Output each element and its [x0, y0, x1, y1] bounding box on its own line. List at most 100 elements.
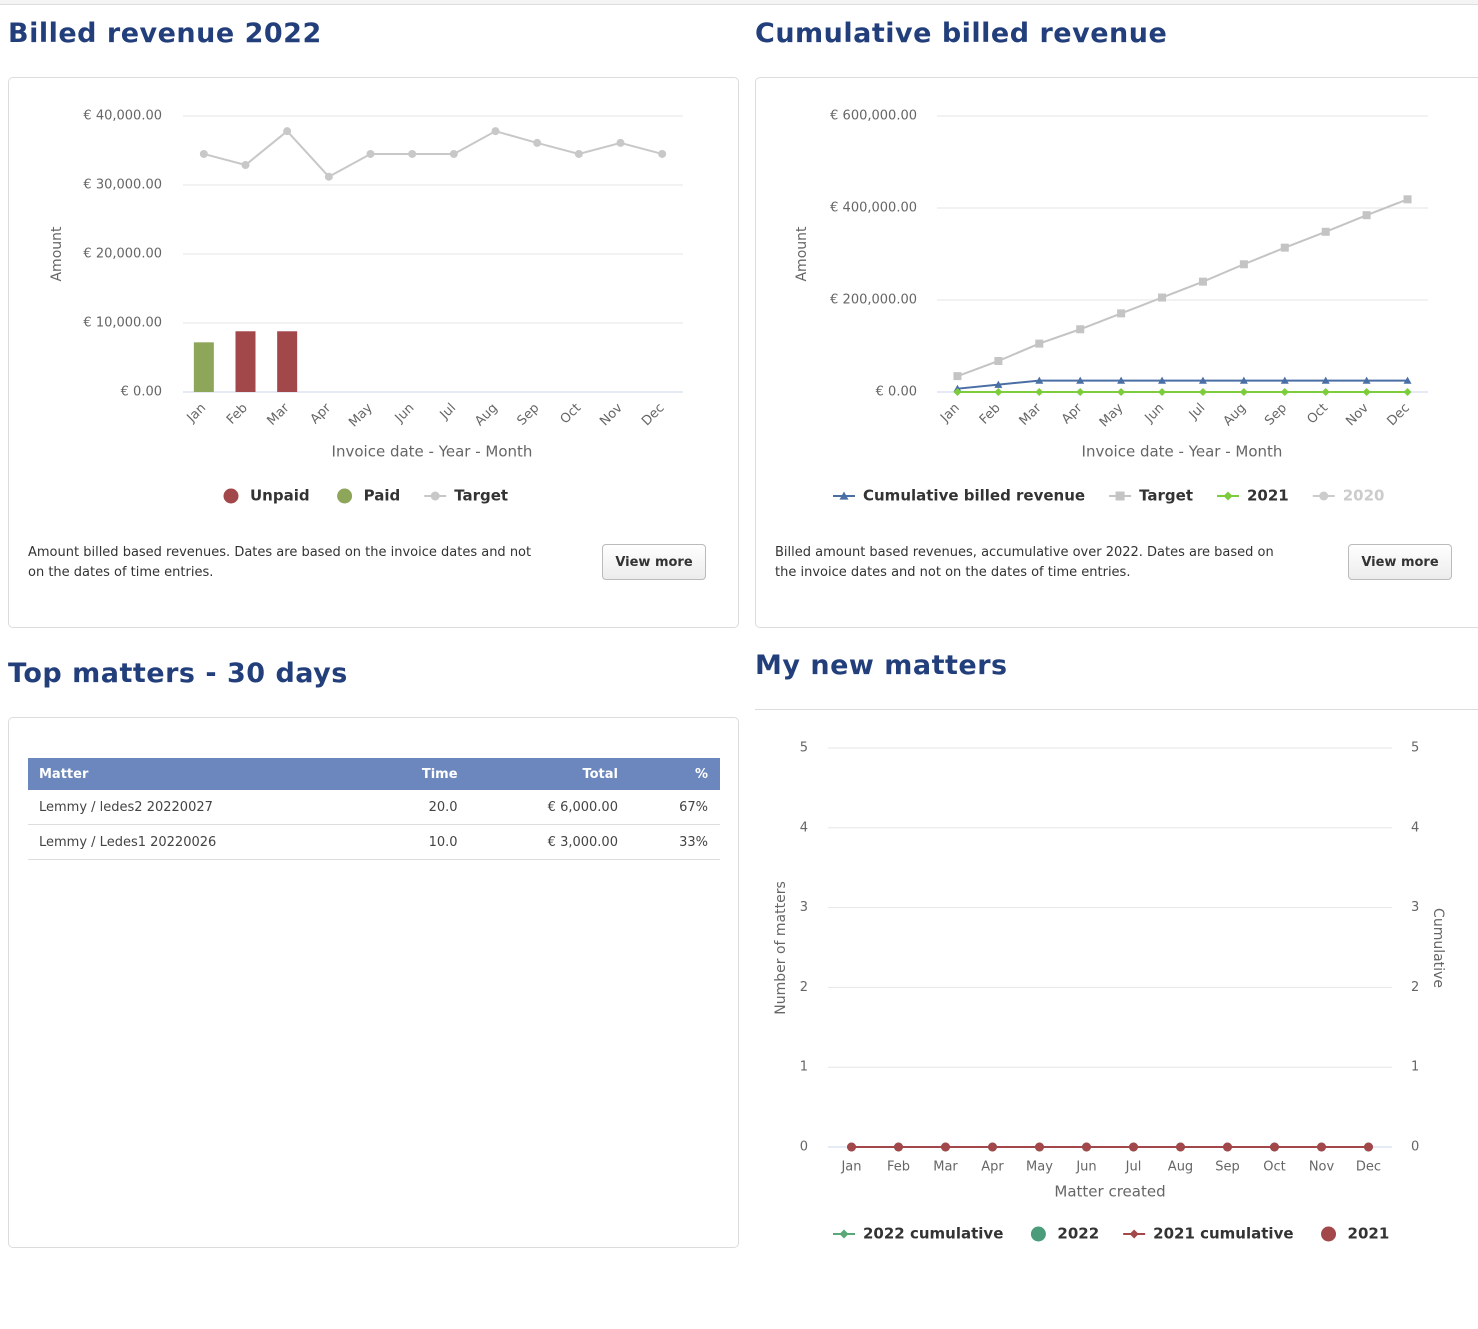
x-tick-label: Jun — [1075, 1160, 1096, 1175]
table-cell: Lemmy / ledes2 20220027 — [28, 790, 368, 825]
x-tick-label: Jan — [840, 1160, 861, 1175]
x-tick-label: Jul — [1125, 1160, 1142, 1175]
point-marker — [1270, 1142, 1279, 1152]
x-tick-label: Nov — [597, 400, 626, 429]
table-row: Lemmy / Ledes1 20220026 10.0 € 3,000.00 33% — [28, 824, 720, 860]
y-tick-label: € 0.00 — [121, 385, 162, 400]
point-marker — [1362, 211, 1371, 220]
y-axis-title: Amount — [794, 226, 810, 282]
legend-label: 2022 — [1057, 1225, 1099, 1243]
x-tick-label: Jul — [1186, 401, 1208, 423]
x-axis-title: Invoice date - Year - Month — [332, 443, 533, 461]
point-marker — [1321, 227, 1330, 236]
bar — [193, 342, 214, 392]
point-marker — [1082, 1142, 1091, 1152]
point-marker — [941, 1142, 950, 1152]
x-tick-label: Nov — [1309, 1160, 1335, 1175]
x-tick-label: May — [1097, 400, 1127, 430]
panel — [8, 717, 739, 1248]
point-marker — [1364, 1142, 1373, 1152]
section-title: Cumulative billed revenue — [755, 18, 1168, 49]
y2-tick-label: 3 — [1411, 900, 1419, 915]
x-tick-label: Jan — [184, 401, 209, 426]
x-tick-label: Sep — [1215, 1160, 1240, 1175]
point-marker — [1198, 277, 1207, 286]
y-tick-label: 2 — [800, 980, 808, 995]
legend-symbol — [1115, 491, 1125, 501]
legend-label: 2021 — [1247, 487, 1289, 505]
x-tick-label: Jun — [392, 401, 418, 427]
x-tick-label: Dec — [639, 401, 667, 429]
point-marker — [366, 149, 375, 158]
x-axis-title: Matter created — [1054, 1183, 1165, 1201]
x-tick-label: Jul — [437, 401, 459, 423]
legend-symbol — [223, 488, 239, 504]
legend-label: Target — [1139, 487, 1193, 505]
x-tick-label: Mar — [1017, 400, 1045, 428]
legend-label: 2021 cumulative — [1153, 1225, 1293, 1243]
legend-label: Cumulative billed revenue — [863, 487, 1085, 505]
y-tick-label: € 20,000.00 — [83, 247, 162, 262]
legend-symbol — [1321, 1226, 1337, 1242]
y2-tick-label: 0 — [1411, 1140, 1419, 1155]
table-cell: 33% — [629, 824, 720, 860]
legend-symbol — [337, 488, 353, 504]
y-tick-label: € 600,000.00 — [830, 109, 917, 124]
column-header: Total — [469, 758, 630, 790]
table-cell: € 3,000.00 — [469, 824, 630, 860]
view-more-button[interactable]: View more — [1348, 544, 1452, 580]
point-marker — [1158, 388, 1167, 396]
top-matters-table: Matter Time Total% Lemmy / ledes2 20220027… — [28, 758, 720, 860]
point-marker — [616, 138, 625, 147]
point-marker — [1403, 388, 1412, 396]
panel — [755, 77, 1478, 628]
point-marker — [994, 356, 1003, 365]
table-cell: 10.0 — [368, 824, 470, 860]
point-marker — [1321, 376, 1330, 384]
point-marker — [847, 1142, 856, 1152]
point-marker — [1035, 376, 1044, 384]
point-marker — [1117, 388, 1126, 396]
table-cell: € 6,000.00 — [469, 790, 630, 825]
legend-symbol — [430, 491, 440, 501]
point-marker — [1280, 388, 1289, 396]
column-header: Time — [368, 758, 470, 790]
column-header: % — [629, 758, 720, 790]
x-tick-label: May — [346, 400, 376, 430]
y-tick-label: € 400,000.00 — [830, 201, 917, 216]
table-cell: 67% — [629, 790, 720, 825]
point-marker — [574, 149, 583, 158]
y2-tick-label: 2 — [1411, 980, 1419, 995]
series-line — [203, 129, 663, 178]
y2-tick-label: 5 — [1411, 741, 1419, 756]
point-marker — [1239, 376, 1248, 384]
view-more-button[interactable]: View more — [602, 544, 706, 580]
x-tick-label: Jan — [937, 401, 962, 426]
bar — [277, 331, 298, 392]
y-tick-label: 1 — [800, 1060, 808, 1075]
point-marker — [988, 1142, 997, 1152]
x-tick-label: Apr — [981, 1160, 1004, 1175]
y2-tick-label: 4 — [1411, 820, 1419, 835]
section-title: Top matters - 30 days — [8, 658, 348, 689]
point-marker — [1129, 1142, 1138, 1152]
point-marker — [1117, 376, 1126, 384]
point-marker — [1076, 388, 1085, 396]
x-tick-label: Feb — [887, 1160, 910, 1175]
legend-label: 2021 — [1348, 1225, 1390, 1243]
point-marker — [533, 138, 542, 147]
charts: € 0.00 € 10,000.00 € 20,000.00 € 30,000.00 €… — [49, 109, 1446, 1243]
x-tick-label: Aug — [472, 401, 501, 430]
x-tick-label: Dec — [1384, 401, 1412, 429]
legend-symbol — [1319, 491, 1329, 501]
y-axis-title: Number of matters — [773, 881, 789, 1015]
point-marker — [1158, 293, 1167, 302]
point-marker — [283, 127, 292, 136]
point-marker — [1035, 339, 1044, 348]
point-marker — [1362, 388, 1371, 396]
point-marker — [1158, 376, 1167, 384]
table-cell: 20.0 — [368, 790, 470, 825]
point-marker — [491, 127, 500, 136]
point-marker — [658, 149, 667, 158]
x-tick-label: Apr — [308, 400, 335, 427]
